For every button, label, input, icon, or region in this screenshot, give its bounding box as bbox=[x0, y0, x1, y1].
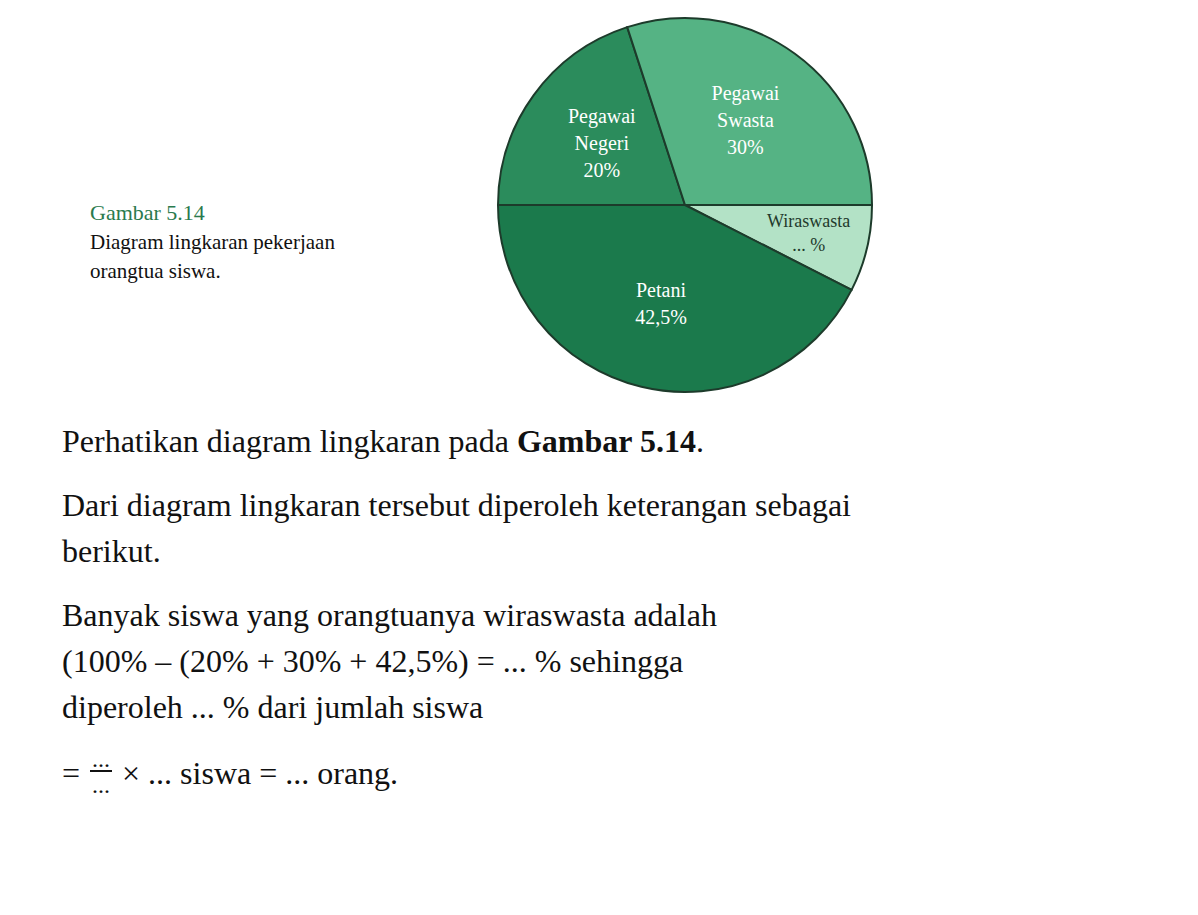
html-text:Gambar 5.14: Gambar 5.14 bbox=[90, 200, 205, 225]
html-text:diperoleh ... % dari jumlah si: diperoleh ... % dari jumlah siswa bbox=[62, 689, 484, 725]
svg-text:Wiraswasta... %: Wiraswasta... % bbox=[767, 211, 850, 255]
html-text:Banyak siswa yang orangtuanya: Banyak siswa yang orangtuanya wiraswasta… bbox=[62, 597, 717, 633]
html-text:Diagram lingkaran pekerjaan: Diagram lingkaran pekerjaan bbox=[90, 230, 335, 254]
html-text:orangtua siswa.: orangtua siswa. bbox=[90, 259, 221, 283]
html-text:(100% – (20% + 30% + 42,5%) =: (100% – (20% + 30% + 42,5%) = ... % sehi… bbox=[62, 643, 684, 679]
svg-text:PegawaiSwasta30%: PegawaiSwasta30% bbox=[712, 81, 780, 157]
svg-text:PegawaiNegeri20%: PegawaiNegeri20% bbox=[568, 104, 636, 180]
html-text:... × ... siswa = ... orang.: ... × ... siswa = ... orang. bbox=[92, 755, 399, 798]
html-text:Dari diagram lingkaran tersebu: Dari diagram lingkaran tersebut diperole… bbox=[62, 487, 851, 523]
html-text:berikut.: berikut. bbox=[62, 533, 161, 569]
html-text:Perhatikan diagram lingkaran p: Perhatikan diagram lingkaran pada Gambar… bbox=[62, 423, 704, 459]
svg-text:Petani42,5%: Petani42,5% bbox=[635, 278, 687, 327]
